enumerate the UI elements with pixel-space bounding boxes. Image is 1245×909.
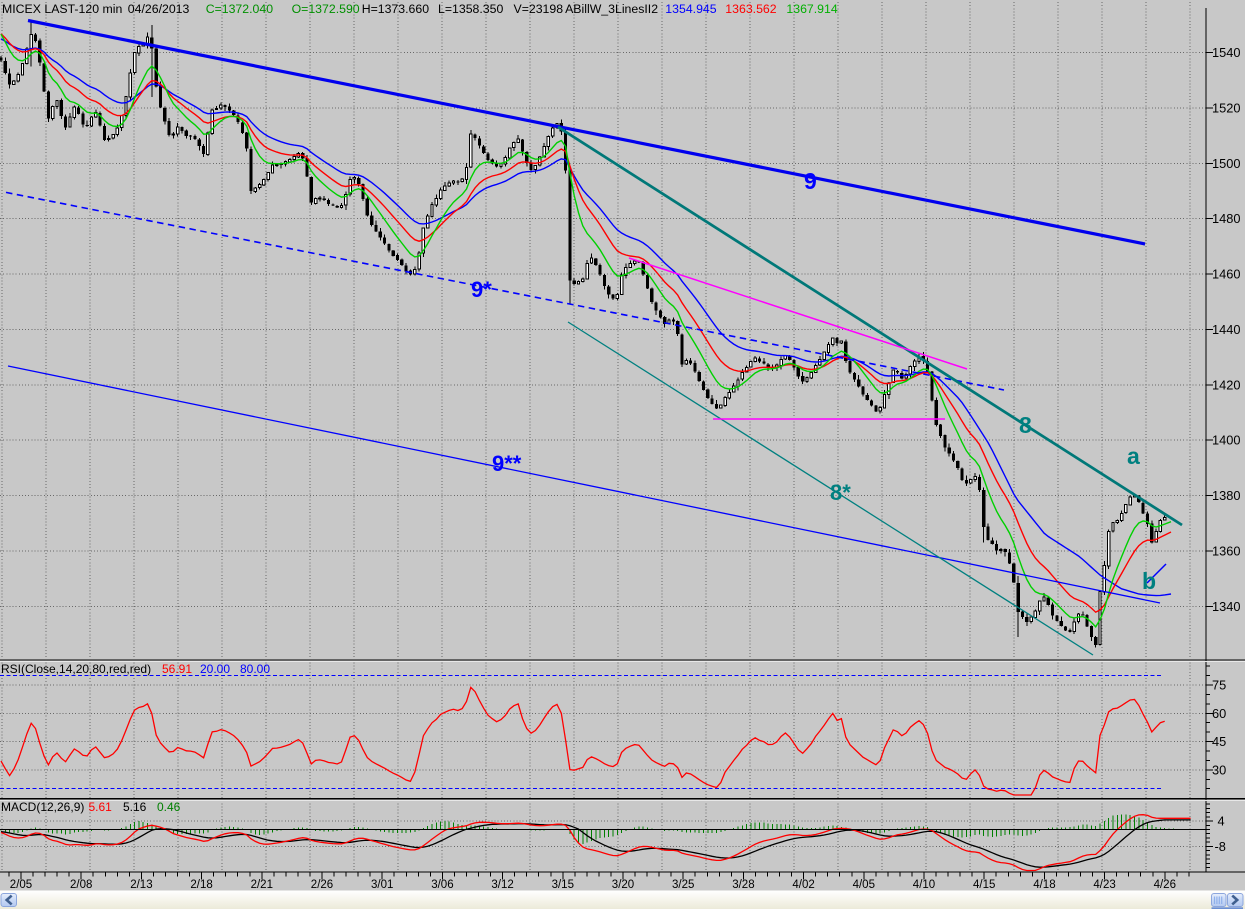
svg-text:80.00: 80.00 (240, 662, 270, 676)
svg-text:1480: 1480 (1212, 211, 1240, 226)
svg-text:1340: 1340 (1212, 599, 1240, 614)
svg-text:4/15: 4/15 (973, 879, 995, 891)
svg-text:1540: 1540 (1212, 45, 1240, 60)
svg-text:2/21: 2/21 (251, 879, 273, 891)
svg-text:5.61: 5.61 (89, 800, 113, 814)
svg-text:3/06: 3/06 (431, 879, 453, 891)
svg-text:3/28: 3/28 (732, 879, 754, 891)
svg-text:4/05: 4/05 (853, 879, 875, 891)
svg-text:2/08: 2/08 (70, 879, 92, 891)
svg-text:1440: 1440 (1212, 322, 1240, 337)
svg-text:3/12: 3/12 (491, 879, 513, 891)
svg-text:30: 30 (1212, 762, 1226, 777)
svg-text:56.91: 56.91 (162, 662, 192, 676)
svg-text:9: 9 (804, 168, 817, 194)
svg-text:1367.914: 1367.914 (786, 2, 837, 16)
svg-text:1363.562: 1363.562 (725, 2, 776, 16)
svg-text:9**: 9** (492, 451, 522, 476)
svg-text:-8: -8 (1215, 839, 1226, 854)
svg-text:1400: 1400 (1212, 433, 1240, 448)
svg-text:3/15: 3/15 (552, 879, 574, 891)
svg-text:MACD(12,26,9): MACD(12,26,9) (1, 800, 84, 814)
svg-text:a: a (1127, 443, 1140, 469)
svg-text:5.16: 5.16 (123, 800, 147, 814)
svg-text:4/02: 4/02 (792, 879, 814, 891)
svg-text:b: b (1142, 568, 1156, 594)
svg-text:O=1372.590: O=1372.590 (292, 2, 360, 16)
svg-text:4/26: 4/26 (1154, 879, 1176, 891)
svg-text:8: 8 (1019, 412, 1032, 438)
svg-text:H=1373.660: H=1373.660 (362, 2, 430, 16)
svg-text:ABillW_3LinesII2: ABillW_3LinesII2 (565, 2, 658, 16)
svg-text:2/18: 2/18 (190, 879, 212, 891)
svg-text:4/10: 4/10 (913, 879, 935, 891)
svg-text:1520: 1520 (1212, 100, 1240, 115)
svg-text:3/01: 3/01 (371, 879, 393, 891)
svg-text:4/18: 4/18 (1033, 879, 1055, 891)
svg-text:60: 60 (1212, 706, 1226, 721)
svg-text:8*: 8* (830, 480, 851, 505)
svg-text:3/25: 3/25 (672, 879, 694, 891)
svg-text:C=1372.040: C=1372.040 (206, 2, 274, 16)
svg-text:75: 75 (1212, 678, 1226, 693)
svg-text:1360: 1360 (1212, 544, 1240, 559)
svg-text:L=1358.350: L=1358.350 (438, 2, 503, 16)
svg-text:4/23: 4/23 (1093, 879, 1115, 891)
svg-text:MICEX LAST-120 min: MICEX LAST-120 min (2, 2, 122, 16)
svg-text:2/05: 2/05 (10, 879, 32, 891)
svg-text:9*: 9* (471, 277, 492, 302)
svg-text:04/26/2013: 04/26/2013 (128, 2, 190, 16)
svg-text:V=23198: V=23198 (514, 2, 564, 16)
svg-text:1460: 1460 (1212, 267, 1240, 282)
svg-text:0.46: 0.46 (157, 800, 181, 814)
svg-text:RSI(Close,14,20,80,red,red): RSI(Close,14,20,80,red,red) (1, 662, 151, 676)
svg-text:3/20: 3/20 (612, 879, 634, 891)
svg-text:1380: 1380 (1212, 488, 1240, 503)
svg-text:4: 4 (1218, 814, 1225, 829)
svg-text:2/13: 2/13 (130, 879, 152, 891)
svg-text:1500: 1500 (1212, 156, 1240, 171)
svg-text:20.00: 20.00 (200, 662, 230, 676)
svg-text:1420: 1420 (1212, 377, 1240, 392)
svg-text:2/26: 2/26 (311, 879, 333, 891)
svg-text:45: 45 (1212, 734, 1226, 749)
svg-text:1354.945: 1354.945 (665, 2, 716, 16)
